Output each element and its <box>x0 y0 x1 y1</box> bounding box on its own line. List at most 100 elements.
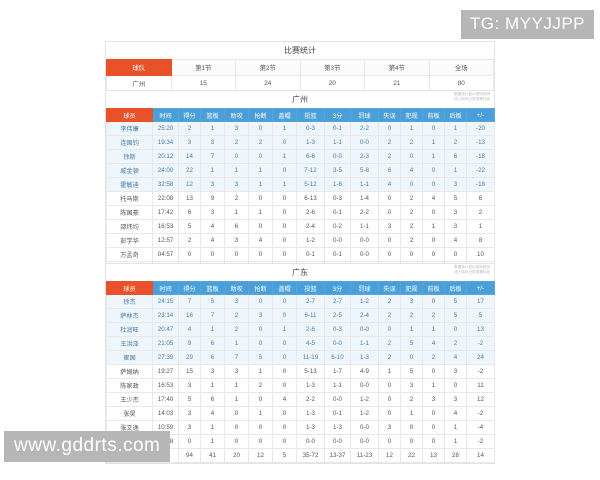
stat-cell: 1 <box>224 392 249 407</box>
stat-cell: 5-12 <box>296 177 325 192</box>
table-row: 徐斯 20:12 14 7 0 0 1 6-6 0-0 2-3 2 0 1 6 -18 <box>106 149 495 164</box>
stat-cell: 94 <box>178 448 201 463</box>
stat-cell: 5 <box>400 364 423 379</box>
stat-cell: 1 <box>444 434 467 449</box>
stat-cell: 1-3 <box>324 420 351 435</box>
home-header-11: 犯规 <box>400 108 423 122</box>
stat-cell: 1 <box>200 378 225 393</box>
stat-cell: 2-7 <box>296 294 325 309</box>
stat-cell: 5 <box>178 392 201 407</box>
stat-cell: 12 <box>378 448 401 463</box>
stat-cell: 0 <box>224 420 249 435</box>
away-header-7: 投篮 <box>296 281 325 295</box>
stat-cell: 0-0 <box>324 434 351 449</box>
stat-cell: 0 <box>422 406 445 421</box>
stat-cell: 1 <box>224 205 249 220</box>
stat-cell: 0 <box>422 233 445 248</box>
stat-cell: 20:12 <box>152 149 179 164</box>
stat-cell: 1-1 <box>350 336 379 351</box>
home-header-0: 球员 <box>106 108 153 122</box>
table-row: 萨林杰 23:14 16 7 2 3 0 6-11 2-5 2-4 2 2 2 5 5 <box>106 308 495 323</box>
stat-cell: 0 <box>272 406 297 421</box>
stat-cell: 1 <box>248 205 273 220</box>
stat-cell: 13 <box>178 191 201 206</box>
stat-cell: 5 <box>200 294 225 309</box>
away-header-6: 盖帽 <box>272 281 297 295</box>
stat-cell: 2-6 <box>296 205 325 220</box>
stat-cell: 2 <box>466 205 495 220</box>
home-header-5: 抢断 <box>248 108 273 122</box>
stat-cell: 3 <box>378 219 401 234</box>
home-header-13: 后板 <box>444 108 467 122</box>
stat-cell: 1-3 <box>296 406 325 421</box>
stat-cell: 1 <box>272 177 297 192</box>
stat-cell: 1-3 <box>296 378 325 393</box>
stat-cell: 0-0 <box>324 149 351 164</box>
stat-cell: 2 <box>224 308 249 323</box>
stat-cell: 0-3 <box>324 322 351 337</box>
home-header-10: 失误 <box>378 108 401 122</box>
stat-cell: 20:47 <box>152 322 179 337</box>
stat-cell: 11-23 <box>350 448 379 463</box>
stat-cell: 0 <box>272 247 297 262</box>
stat-cell: 2 <box>400 219 423 234</box>
stat-cell: 4 <box>422 191 445 206</box>
stat-cell: 0 <box>444 378 467 393</box>
stat-cell: 5-8 <box>350 163 379 178</box>
stat-cell: 19:34 <box>152 135 179 150</box>
stat-cell: 0 <box>378 392 401 407</box>
stat-cell: 17 <box>466 294 495 309</box>
player-name: 萨林杰 <box>106 308 153 323</box>
stat-cell: -20 <box>466 121 495 136</box>
stat-cell: 6 <box>378 163 401 178</box>
stat-cell: 0 <box>272 294 297 309</box>
stat-cell: 1 <box>224 378 249 393</box>
stat-cell: 5-13 <box>296 364 325 379</box>
stat-cell: 3 <box>224 233 249 248</box>
stat-cell: 0 <box>272 191 297 206</box>
home-header-8: 3分 <box>324 108 351 122</box>
stat-cell: 3 <box>422 392 445 407</box>
stat-cell: 1 <box>200 420 225 435</box>
stat-cell: 2 <box>378 308 401 323</box>
stat-cell: 35-72 <box>296 448 325 463</box>
stat-cell: 1 <box>248 406 273 421</box>
table-row: 彭学华 12:57 2 4 3 4 0 1-2 0-0 0-0 0 2 0 4 8 <box>106 233 495 248</box>
stat-cell: 4 <box>444 350 467 365</box>
home-header-1: 时间 <box>152 108 179 122</box>
stat-cell: 1 <box>200 163 225 178</box>
table-row: 陈国豪 17:42 6 3 1 1 0 2-6 0-1 2-2 0 2 0 3 2 <box>106 205 495 220</box>
stat-cell: 4 <box>400 163 423 178</box>
summary-header-q1: 第1节 <box>170 59 236 76</box>
player-name: 彭学华 <box>106 233 153 248</box>
player-name: 万孟奇 <box>106 247 153 262</box>
stat-cell: 0 <box>378 434 401 449</box>
stat-cell: 1 <box>378 364 401 379</box>
stat-cell: -2 <box>466 336 495 351</box>
stat-cell: 5 <box>444 294 467 309</box>
stat-cell: 2-2 <box>296 392 325 407</box>
stat-cell: 9 <box>178 336 201 351</box>
stat-cell: 3 <box>400 378 423 393</box>
away-header-2: 得分 <box>178 281 201 295</box>
home-header-12: 前板 <box>422 108 445 122</box>
stat-cell: 3 <box>444 219 467 234</box>
stat-cell: 2-3 <box>350 149 379 164</box>
stat-cell: 0 <box>272 364 297 379</box>
stat-cell: 3 <box>178 420 201 435</box>
stat-cell: 11 <box>466 378 495 393</box>
stat-cell: 1 <box>248 177 273 192</box>
stat-cell: 2 <box>178 121 201 136</box>
table-row: 张昊 14:03 3 4 0 1 0 1-3 0-1 1-2 0 1 0 4 -2 <box>106 406 495 421</box>
stat-cell: 16 <box>178 308 201 323</box>
table-row: 李伟廉 25:20 2 1 3 0 1 0-3 0-1 2-2 0 1 0 1 -20 <box>106 121 495 136</box>
table-row: 王洪泽 21:05 9 6 1 0 0 4-5 0-0 1-1 2 5 4 2 -2 <box>106 336 495 351</box>
stat-cell: 0 <box>248 392 273 407</box>
stat-cell: 0-2 <box>324 219 351 234</box>
stat-cell: 1 <box>272 149 297 164</box>
away-boxscore-table: 球员 时间 得分 篮板 助攻 抢断 盖帽 投篮 3分 罚球 失误 犯规 前板 后板 +/- 徐杰 24:15 7… <box>106 281 495 463</box>
stat-cell: 3 <box>400 294 423 309</box>
stat-cell: 22 <box>400 448 423 463</box>
stat-cell: 3 <box>178 378 201 393</box>
stat-cell: 3 <box>378 420 401 435</box>
